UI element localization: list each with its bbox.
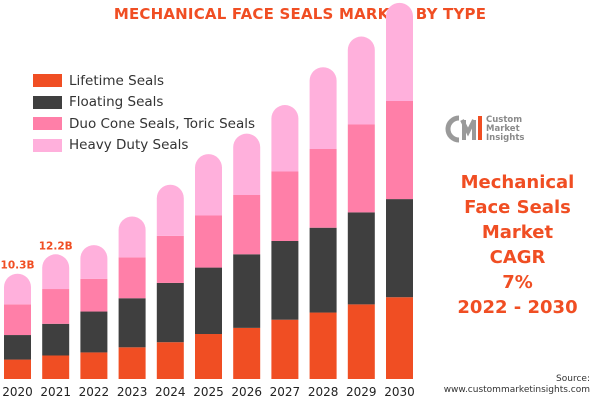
cagr-line: CAGR	[489, 247, 546, 268]
bar-segment-2028	[309, 312, 337, 379]
bar-segment-2021	[42, 355, 70, 379]
bar-segment-2020	[4, 273, 31, 305]
x-tick-label: 2025	[193, 385, 224, 399]
bar-segment-2021	[42, 289, 70, 324]
bar-segment-2027	[271, 105, 299, 172]
legend-label: Heavy Duty Seals	[69, 137, 189, 154]
cagr-value: 7%	[502, 272, 533, 293]
bar-segment-2023	[118, 257, 146, 299]
source-note: Source: www.custommarketinsights.com	[444, 374, 590, 396]
bar-segment-2025	[195, 267, 222, 335]
legend-item-lifetime-seals: Lifetime Seals	[33, 70, 255, 92]
bar-segment-2024	[156, 235, 184, 283]
bar-segment-2024	[156, 342, 184, 379]
bar-segment-2026	[233, 133, 261, 195]
x-tick-label: 2021	[40, 385, 71, 399]
x-tick-label: 2022	[79, 385, 110, 399]
bar-segment-2030	[386, 2, 413, 101]
company-logo: Custom Market Insights	[443, 112, 524, 146]
bar-segment-2029	[347, 36, 375, 125]
bar-segment-2023	[118, 216, 146, 258]
legend-swatch-lifetime-seals	[33, 74, 62, 88]
legend-swatch-heavy-duty-seals	[33, 138, 62, 152]
legend-label: Lifetime Seals	[69, 72, 165, 89]
logo-wordmark: Custom Market Insights	[486, 114, 525, 143]
source-url: www.custommarketinsights.com	[443, 385, 590, 395]
bar-segment-2022	[80, 352, 108, 379]
bar-segment-2025	[195, 334, 222, 379]
data-label-2030: 25.8B	[383, 0, 417, 1]
logo-line: Market	[486, 123, 520, 134]
bar-segment-2020	[4, 335, 31, 360]
bar-segment-2021	[42, 254, 70, 290]
bar-segment-2026	[233, 327, 261, 379]
bar-segment-2030	[386, 199, 413, 298]
bar-segment-2026	[233, 254, 261, 328]
bar-segment-2020	[4, 359, 31, 379]
x-tick-label: 2030	[384, 385, 415, 399]
legend-swatch-floating-seals	[33, 95, 62, 109]
bar-segment-2024	[156, 282, 184, 343]
bar-segment-2027	[271, 319, 299, 379]
bar-segment-2028	[309, 67, 337, 149]
bar-segment-2023	[118, 298, 146, 348]
bar-segment-2027	[271, 171, 299, 241]
bar-segment-2026	[233, 195, 261, 255]
legend-label: Duo Cone Seals, Toric Seals	[69, 115, 256, 132]
bar-segment-2020	[4, 304, 31, 336]
bar-segment-2023	[118, 347, 146, 379]
data-label-2020: 10.3B	[1, 260, 35, 272]
legend-item-heavy-duty-seals: Heavy Duty Seals	[33, 135, 255, 157]
bar-segment-2022	[80, 245, 108, 279]
x-tick-label: 2023	[117, 385, 148, 399]
x-tick-label: 2028	[308, 385, 339, 399]
bar-segment-2029	[347, 304, 375, 379]
bar-segment-2024	[156, 184, 184, 236]
bar-segment-2030	[386, 297, 413, 379]
data-label-2021: 12.2B	[39, 240, 73, 252]
legend-item-duo-cone-toric-seals: Duo Cone Seals, Toric Seals	[33, 113, 255, 135]
cagr-line: Mechanical	[460, 172, 575, 193]
cagr-callout: Mechanical Face Seals Market CAGR 7% 202…	[435, 170, 600, 320]
bar-segment-2029	[347, 124, 375, 213]
cagr-line: Face Seals	[464, 197, 571, 218]
x-tick-label: 2029	[346, 385, 377, 399]
logo-line: Insights	[486, 132, 525, 143]
bar-segment-2022	[80, 311, 108, 353]
cmi-logo-icon	[445, 115, 482, 143]
bar-segment-2028	[309, 149, 337, 228]
logo-line: Custom	[486, 114, 523, 125]
x-tick-label: 2027	[270, 385, 301, 399]
bar-segment-2030	[386, 100, 413, 200]
cagr-line: Market	[481, 222, 554, 243]
bar-segment-2022	[80, 278, 108, 312]
bar-segment-2029	[347, 212, 375, 305]
legend: Lifetime Seals Floating Seals Duo Cone S…	[33, 70, 255, 156]
bar-segment-2025	[195, 215, 222, 268]
legend-swatch-duo-cone-toric-seals	[33, 117, 62, 131]
x-tick-label: 2024	[155, 385, 186, 399]
x-tick-label: 2026	[231, 385, 262, 399]
bar-segment-2025	[195, 154, 222, 216]
cagr-period: 2022 - 2030	[457, 297, 578, 318]
bar-segment-2021	[42, 323, 70, 356]
x-tick-label: 2020	[2, 385, 33, 399]
legend-label: Floating Seals	[69, 94, 164, 111]
bar-segment-2028	[309, 227, 337, 313]
legend-item-floating-seals: Floating Seals	[33, 92, 255, 114]
source-label: Source:	[556, 374, 590, 384]
bar-segment-2027	[271, 241, 299, 320]
